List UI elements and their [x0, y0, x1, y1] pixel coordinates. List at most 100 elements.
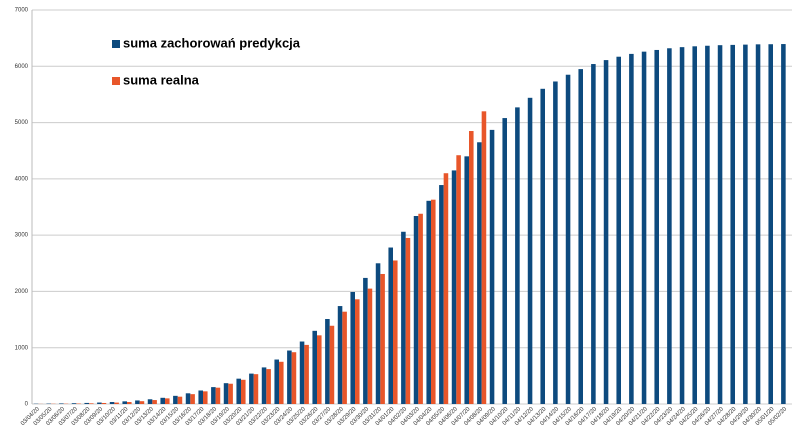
- bar: [679, 47, 685, 405]
- bar: [481, 111, 487, 405]
- bar: [603, 60, 609, 404]
- bar: [375, 263, 381, 404]
- bar: [730, 44, 735, 404]
- bar: [717, 45, 723, 405]
- legend-swatch: [112, 77, 120, 85]
- legend-label: suma realna: [123, 72, 200, 87]
- legend-label: suma zachorowań predykcja: [123, 35, 301, 50]
- bar: [464, 156, 469, 404]
- bar: [667, 48, 672, 404]
- bar: [177, 396, 183, 404]
- bar: [489, 129, 495, 405]
- bar: [84, 402, 89, 404]
- bar: [299, 341, 305, 404]
- bar: [616, 56, 621, 405]
- bar: [185, 393, 191, 404]
- bar: [59, 403, 64, 404]
- bar: [342, 311, 347, 404]
- bar: [287, 350, 292, 404]
- y-tick-label: 3000: [15, 233, 29, 239]
- bar: [692, 46, 697, 404]
- bar: [274, 359, 279, 404]
- bar: [160, 397, 165, 404]
- bar: [253, 374, 259, 404]
- bar: [363, 277, 368, 404]
- y-tick-label: 1000: [15, 345, 29, 351]
- bar: [743, 44, 748, 404]
- bar: [71, 403, 77, 404]
- bar: [109, 402, 115, 404]
- bar: [413, 216, 419, 404]
- bar: [236, 378, 241, 404]
- bar: [367, 288, 373, 404]
- bar: [114, 402, 119, 404]
- bar: [190, 394, 195, 404]
- bar: [139, 401, 145, 404]
- bar: [654, 49, 659, 404]
- bar: [152, 400, 157, 404]
- bar: [456, 155, 461, 404]
- bar: [101, 402, 107, 404]
- bar: [405, 237, 411, 404]
- bar: [241, 379, 246, 404]
- legend-swatch: [112, 40, 120, 48]
- bar: [337, 306, 343, 404]
- bar: [527, 97, 533, 404]
- bar: [641, 51, 647, 404]
- bar: [755, 44, 761, 404]
- bar: [401, 231, 406, 404]
- bar: [279, 361, 284, 404]
- bar: [203, 391, 208, 404]
- bar: [312, 330, 317, 404]
- bar: [393, 260, 398, 404]
- bar: [439, 185, 444, 404]
- bar: [173, 395, 178, 404]
- bar: [451, 170, 457, 404]
- bar: [261, 367, 267, 404]
- bar: [329, 325, 335, 404]
- y-tick-label: 2000: [15, 289, 29, 295]
- bar: [89, 403, 94, 404]
- bar: [122, 401, 127, 404]
- y-tick-label: 5000: [15, 120, 29, 126]
- bar: [540, 88, 545, 405]
- bar: [469, 131, 474, 404]
- bar: [228, 383, 233, 404]
- y-tick-label: 6000: [15, 64, 29, 70]
- bar: [198, 390, 203, 404]
- bar: [266, 369, 271, 404]
- bar: [135, 400, 140, 404]
- bar: [97, 402, 102, 404]
- bar: [578, 69, 583, 404]
- bar: [380, 273, 385, 404]
- bar: [211, 387, 216, 404]
- bar: [355, 299, 360, 404]
- bar: [223, 383, 229, 404]
- bar: [515, 107, 520, 405]
- bar: [477, 142, 482, 404]
- bar: [629, 53, 634, 404]
- bar: [591, 64, 596, 404]
- y-tick-label: 4000: [15, 176, 29, 182]
- bar: [304, 344, 309, 404]
- bar: [553, 81, 558, 405]
- bar: [502, 118, 507, 404]
- bar: [431, 199, 436, 404]
- y-tick-label: 0: [25, 402, 29, 408]
- bar: [418, 213, 423, 404]
- bar: [249, 373, 254, 404]
- bar: [565, 74, 571, 404]
- y-tick-label: 7000: [15, 8, 29, 14]
- bar: [781, 44, 786, 404]
- bar: [147, 399, 153, 404]
- bar: [317, 335, 322, 404]
- bar: [705, 45, 710, 405]
- bar: [426, 200, 431, 404]
- bar: [325, 319, 330, 404]
- bar: [443, 173, 449, 404]
- bar: [165, 398, 170, 404]
- bar: [388, 247, 393, 404]
- bar: [215, 387, 221, 404]
- bar: [127, 402, 132, 404]
